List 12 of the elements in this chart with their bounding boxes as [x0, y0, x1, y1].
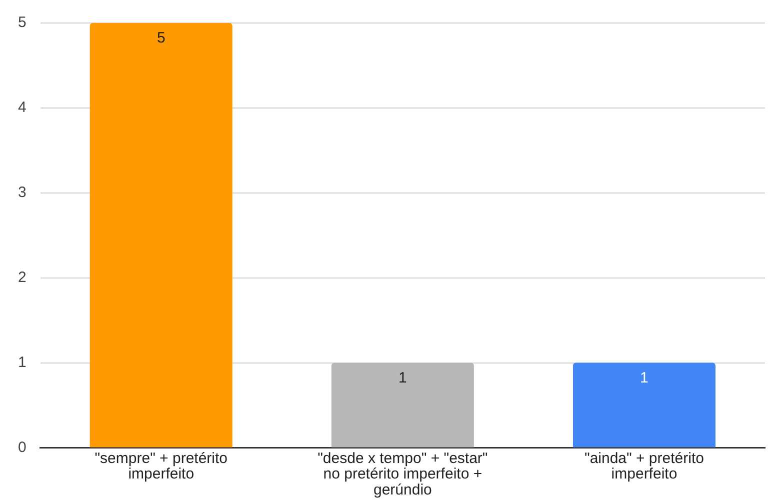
- y-tick-label: 2: [18, 268, 26, 286]
- x-tick-label: "sempre" + pretérito imperfeito: [94, 450, 228, 483]
- y-tick-label: 0: [18, 438, 26, 456]
- data-label: 5: [156, 30, 166, 47]
- x-tick-label: "ainda" + pretérito imperfeito: [584, 450, 704, 483]
- data-label: 1: [640, 369, 648, 386]
- y-tick-label: 4: [18, 99, 26, 116]
- data-label: 1: [398, 369, 407, 386]
- x-tick-label: "desde x tempo" + "estar" no pretérito imperfeito + gerúndio: [318, 450, 488, 498]
- y-tick-label: 1: [18, 354, 26, 371]
- y-tick-label: 5: [18, 14, 26, 32]
- y-tick-label: 3: [18, 184, 26, 202]
